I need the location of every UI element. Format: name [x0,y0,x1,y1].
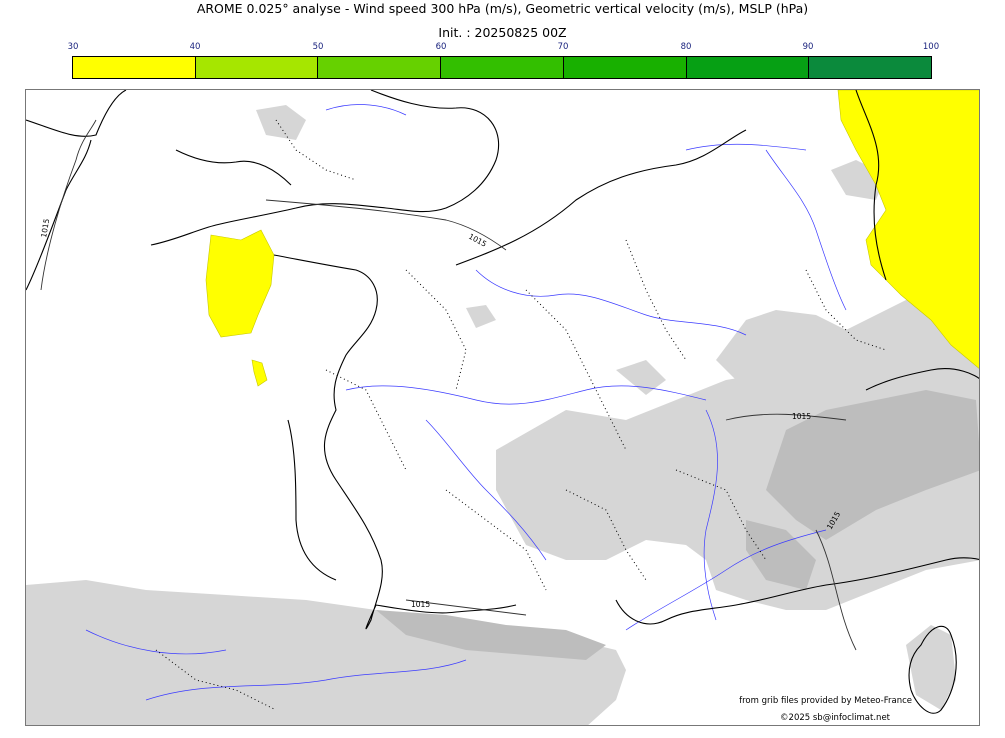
map-title: AROME 0.025° analyse - Wind speed 300 hP… [196,1,809,16]
init-time: Init. : 20250825 00Z [438,25,567,40]
colorbar-segment [563,57,687,78]
isobar-label: 1015 [39,218,51,239]
copyright-credit: ©2025 sb@infoclimat.net [780,713,890,723]
colorbar-tick: 80 [680,42,692,52]
colorbar-segment [809,57,932,78]
isobar-label: 1015 [411,600,430,609]
colorbar-tick: 60 [435,42,447,52]
rivers [85,104,847,701]
colorbar-segment [441,57,564,78]
colorbar-segment [73,57,196,78]
colorbar-segment [195,57,319,78]
isobar-label: 1015 [467,232,488,249]
colorbar-tick: 40 [189,42,201,52]
colorbar-tick: 30 [67,42,79,52]
data-source-credit: from grib files provided by Meteo-France [739,696,912,706]
colorbar-tick: 70 [557,42,569,52]
weather-map: 1015 1015 1015 1015 1015 [25,89,980,726]
isobars [40,119,857,651]
colorbar-tick: 50 [312,42,324,52]
jet-stream-areas [205,90,979,387]
colorbar-tick: 100 [922,42,940,52]
wind-speed-colorbar [72,56,932,79]
colorbar-segment [686,57,810,78]
relief-shading [26,105,979,725]
colorbar-segment [318,57,442,78]
colorbar-tick: 90 [802,42,814,52]
map-canvas: 1015 1015 1015 1015 1015 [26,90,979,725]
admin-boundaries [155,119,887,711]
relief-shading-dark [376,390,979,660]
isobar-label: 1015 [792,412,811,421]
